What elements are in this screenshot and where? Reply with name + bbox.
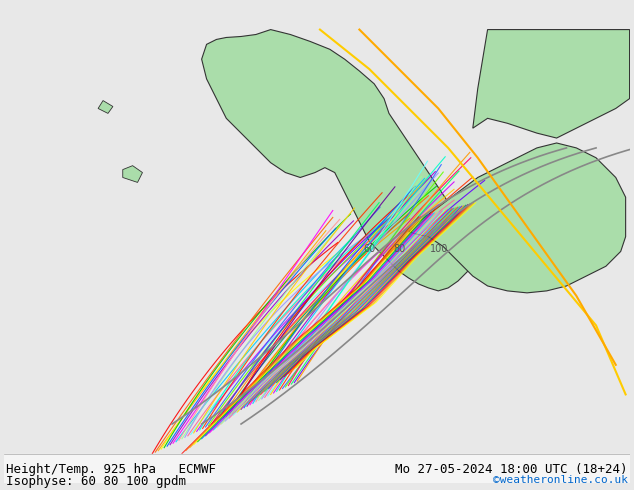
Text: Height/Temp. 925 hPa   ECMWF: Height/Temp. 925 hPa ECMWF bbox=[6, 464, 216, 476]
Bar bbox=[4, 454, 630, 483]
Polygon shape bbox=[473, 29, 630, 138]
Polygon shape bbox=[123, 166, 143, 182]
Text: ©weatheronline.co.uk: ©weatheronline.co.uk bbox=[493, 475, 628, 485]
Polygon shape bbox=[98, 100, 113, 113]
Text: Isophyse: 60 80 100 gpdm: Isophyse: 60 80 100 gpdm bbox=[6, 475, 186, 488]
Text: Mo 27-05-2024 18:00 UTC (18+24): Mo 27-05-2024 18:00 UTC (18+24) bbox=[395, 464, 628, 476]
Polygon shape bbox=[202, 29, 473, 291]
Text: 80: 80 bbox=[393, 245, 406, 254]
Polygon shape bbox=[409, 143, 626, 293]
Text: 60: 60 bbox=[364, 245, 376, 254]
Text: 100: 100 bbox=[430, 245, 448, 254]
